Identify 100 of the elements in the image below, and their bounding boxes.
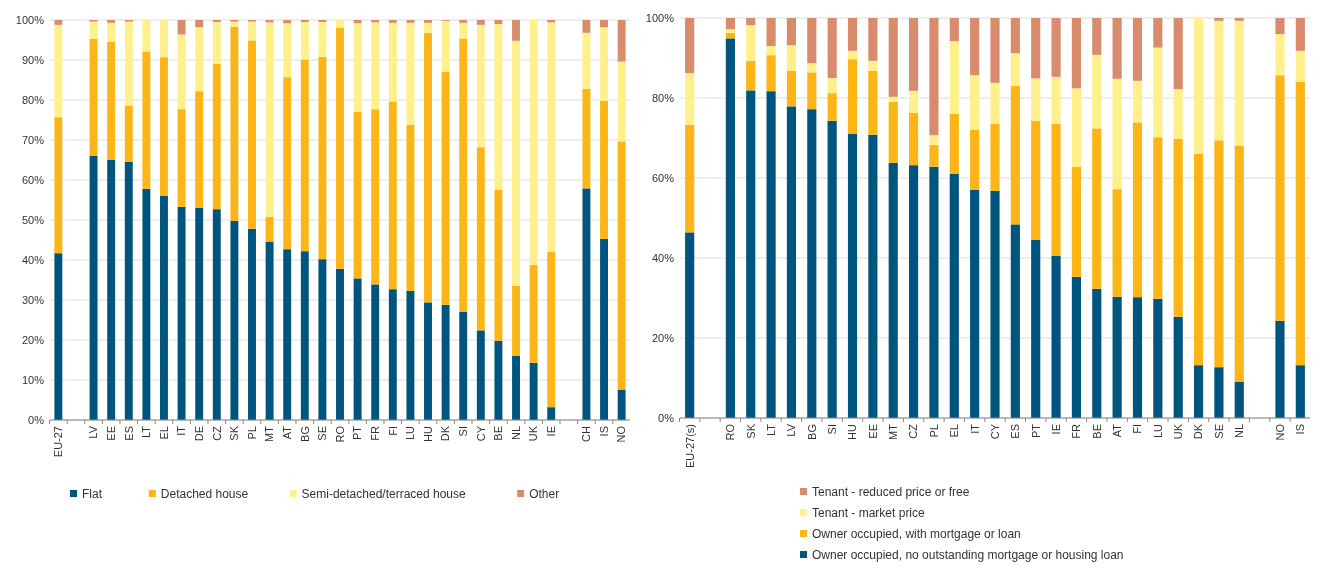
bar	[529, 362, 538, 420]
bar	[600, 238, 608, 420]
bar	[929, 18, 939, 136]
bar	[107, 20, 116, 23]
bar	[248, 40, 256, 229]
bar	[766, 46, 776, 56]
bar	[142, 51, 151, 189]
bar	[990, 190, 1000, 418]
bar	[1112, 296, 1122, 418]
bar	[336, 20, 344, 28]
bar	[54, 20, 63, 25]
bar	[124, 21, 133, 106]
bar	[424, 22, 432, 33]
bar	[1010, 18, 1020, 54]
bar	[406, 22, 415, 125]
bar	[929, 144, 939, 167]
bar	[89, 21, 98, 39]
bar	[1010, 86, 1020, 225]
x-tick-label: EL	[157, 426, 170, 440]
bar	[547, 407, 556, 420]
bar	[212, 209, 221, 420]
bar	[248, 21, 256, 41]
bar	[1295, 365, 1305, 418]
bar	[909, 112, 919, 166]
bar	[827, 120, 837, 418]
bar	[371, 22, 380, 110]
bar	[353, 20, 362, 24]
x-tick-label: BE	[492, 426, 505, 441]
bar	[1112, 78, 1122, 190]
bar	[807, 72, 817, 110]
bar	[529, 20, 538, 265]
x-tick-label: IS	[1294, 424, 1307, 435]
x-tick-label: IE	[545, 426, 558, 437]
bar	[388, 101, 397, 290]
y-tick-label: 70%	[21, 133, 45, 146]
y-tick-label: 50%	[21, 213, 45, 226]
bar	[746, 60, 756, 91]
bar	[1051, 18, 1061, 77]
bar	[441, 71, 450, 305]
bar	[494, 20, 503, 24]
bar	[847, 133, 858, 418]
y-tick-label: 30%	[21, 293, 45, 306]
y-tick-label: 40%	[651, 251, 675, 264]
x-tick-label: RO	[333, 425, 346, 443]
bar	[888, 162, 898, 418]
bar	[582, 188, 591, 420]
bar	[441, 304, 450, 420]
bar	[89, 38, 98, 156]
bar	[441, 20, 450, 72]
legend-label: Owner occupied, no outstanding mortgage or housing loan	[812, 548, 1124, 563]
bar	[388, 20, 397, 23]
bar	[868, 70, 878, 135]
bar	[949, 174, 959, 418]
bar	[1193, 18, 1204, 154]
x-tick-label: LU	[1151, 423, 1164, 439]
bar	[353, 111, 362, 279]
bar	[1193, 154, 1204, 366]
bar	[888, 18, 898, 97]
bar	[406, 290, 415, 420]
x-tick-label: DK	[1192, 423, 1205, 440]
bar	[1051, 124, 1061, 256]
x-tick-label: DK	[439, 425, 452, 442]
bar	[827, 78, 837, 94]
bar	[265, 216, 274, 242]
x-tick-label: AT	[281, 425, 294, 440]
bar	[786, 106, 797, 418]
bar	[909, 165, 919, 418]
bar	[406, 20, 415, 23]
bar	[1031, 120, 1041, 240]
x-tick-label: LV	[785, 423, 798, 437]
bar	[970, 190, 980, 418]
bar	[746, 90, 756, 418]
bar	[1234, 145, 1244, 382]
bar	[929, 135, 939, 145]
x-tick-label: IT	[175, 425, 188, 436]
x-tick-label: BE	[1090, 424, 1103, 439]
bar	[1132, 18, 1143, 81]
x-tick-label: BG	[805, 424, 818, 440]
x-tick-label: IS	[597, 426, 610, 437]
bar	[1214, 20, 1224, 141]
bar	[547, 22, 556, 252]
bar	[283, 249, 292, 420]
x-tick-label: LT	[764, 423, 777, 437]
bar	[970, 18, 980, 76]
bar	[1031, 240, 1041, 418]
x-tick-label: PL	[245, 426, 258, 440]
bar	[54, 253, 63, 420]
bar	[1132, 80, 1143, 123]
bar	[512, 20, 520, 41]
y-tick-label: 90%	[21, 53, 45, 66]
x-tick-label: EE	[866, 424, 879, 439]
bar	[970, 129, 980, 190]
bar	[868, 134, 878, 418]
bar	[142, 20, 151, 52]
x-tick-label: SI	[826, 424, 839, 435]
bar	[600, 20, 608, 28]
bar	[283, 20, 292, 24]
bar	[283, 77, 292, 250]
x-tick-label: NL	[509, 426, 522, 441]
bar	[459, 312, 468, 420]
